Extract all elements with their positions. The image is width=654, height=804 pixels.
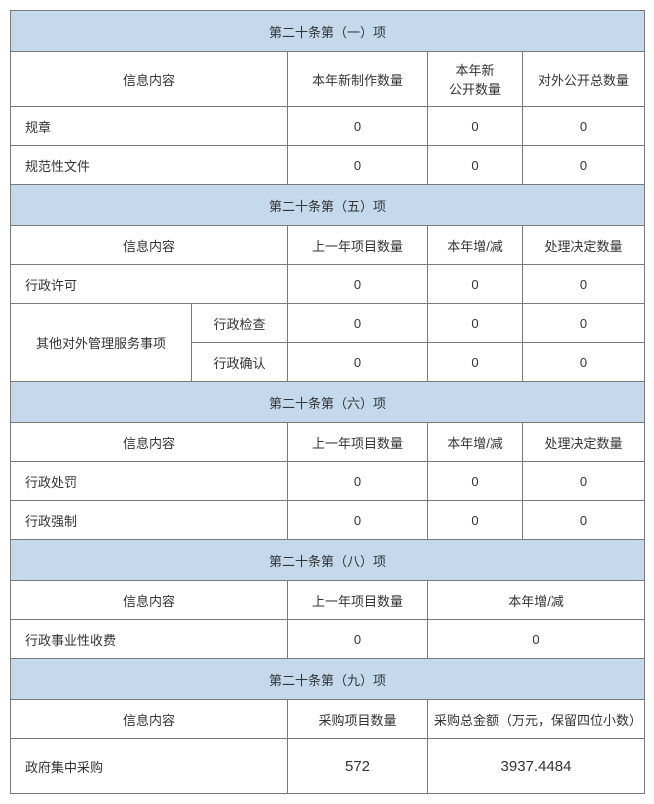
col-header-prev: 上一年项目数量: [288, 423, 428, 462]
col-header-info: 信息内容: [11, 52, 288, 107]
data-cell: 0: [288, 107, 428, 146]
data-cell: 0: [288, 620, 428, 659]
data-cell: 0: [428, 265, 523, 304]
col-header-prev: 上一年项目数量: [288, 226, 428, 265]
data-cell: 0: [428, 620, 645, 659]
sub-label: 行政确认: [192, 343, 288, 382]
section-6-title: 第二十条第（六）项: [11, 382, 645, 423]
data-cell: 0: [523, 462, 645, 501]
data-cell: 0: [288, 146, 428, 185]
data-cell: 0: [523, 501, 645, 540]
data-cell: 572: [288, 739, 428, 794]
data-cell: 0: [428, 462, 523, 501]
data-cell: 0: [523, 304, 645, 343]
row-label: 行政许可: [11, 265, 288, 304]
row-label: 行政处罚: [11, 462, 288, 501]
col-header-info: 信息内容: [11, 581, 288, 620]
data-cell: 0: [523, 107, 645, 146]
row-label-group: 其他对外管理服务事项: [11, 304, 192, 382]
data-cell: 0: [428, 501, 523, 540]
data-cell: 0: [288, 304, 428, 343]
section-9-title: 第二十条第（九）项: [11, 659, 645, 700]
col-header-decision: 处理决定数量: [523, 226, 645, 265]
sub-label: 行政检查: [192, 304, 288, 343]
col-header-total: 对外公开总数量: [523, 52, 645, 107]
disclosure-table: 第二十条第（一）项 信息内容 本年新制作数量 本年新 公开数量 对外公开总数量 …: [10, 10, 645, 794]
data-cell: 0: [428, 304, 523, 343]
col-header-count: 采购项目数量: [288, 700, 428, 739]
row-label: 规章: [11, 107, 288, 146]
col-header-prev: 上一年项目数量: [288, 581, 428, 620]
data-cell: 0: [523, 265, 645, 304]
section-8-title: 第二十条第（八）项: [11, 540, 645, 581]
col-header-delta: 本年增/减: [428, 423, 523, 462]
row-label: 行政强制: [11, 501, 288, 540]
data-cell: 0: [523, 343, 645, 382]
data-cell: 0: [428, 343, 523, 382]
col-header-delta: 本年增/减: [428, 581, 645, 620]
data-cell: 3937.4484: [428, 739, 645, 794]
col-header-amount: 采购总金额（万元，保留四位小数）: [428, 700, 645, 739]
row-label: 行政事业性收费: [11, 620, 288, 659]
data-cell: 0: [288, 265, 428, 304]
row-label: 规范性文件: [11, 146, 288, 185]
col-header-decision: 处理决定数量: [523, 423, 645, 462]
data-cell: 0: [523, 146, 645, 185]
col-header-delta: 本年增/减: [428, 226, 523, 265]
data-cell: 0: [288, 343, 428, 382]
section-1-title: 第二十条第（一）项: [11, 11, 645, 52]
data-cell: 0: [288, 501, 428, 540]
col-header-info: 信息内容: [11, 226, 288, 265]
data-cell: 0: [428, 146, 523, 185]
col-header-new-made: 本年新制作数量: [288, 52, 428, 107]
row-label: 政府集中采购: [11, 739, 288, 794]
data-cell: 0: [428, 107, 523, 146]
data-cell: 0: [288, 462, 428, 501]
col-header-info: 信息内容: [11, 700, 288, 739]
section-5-title: 第二十条第（五）项: [11, 185, 645, 226]
col-header-new-open: 本年新 公开数量: [428, 52, 523, 107]
col-header-info: 信息内容: [11, 423, 288, 462]
